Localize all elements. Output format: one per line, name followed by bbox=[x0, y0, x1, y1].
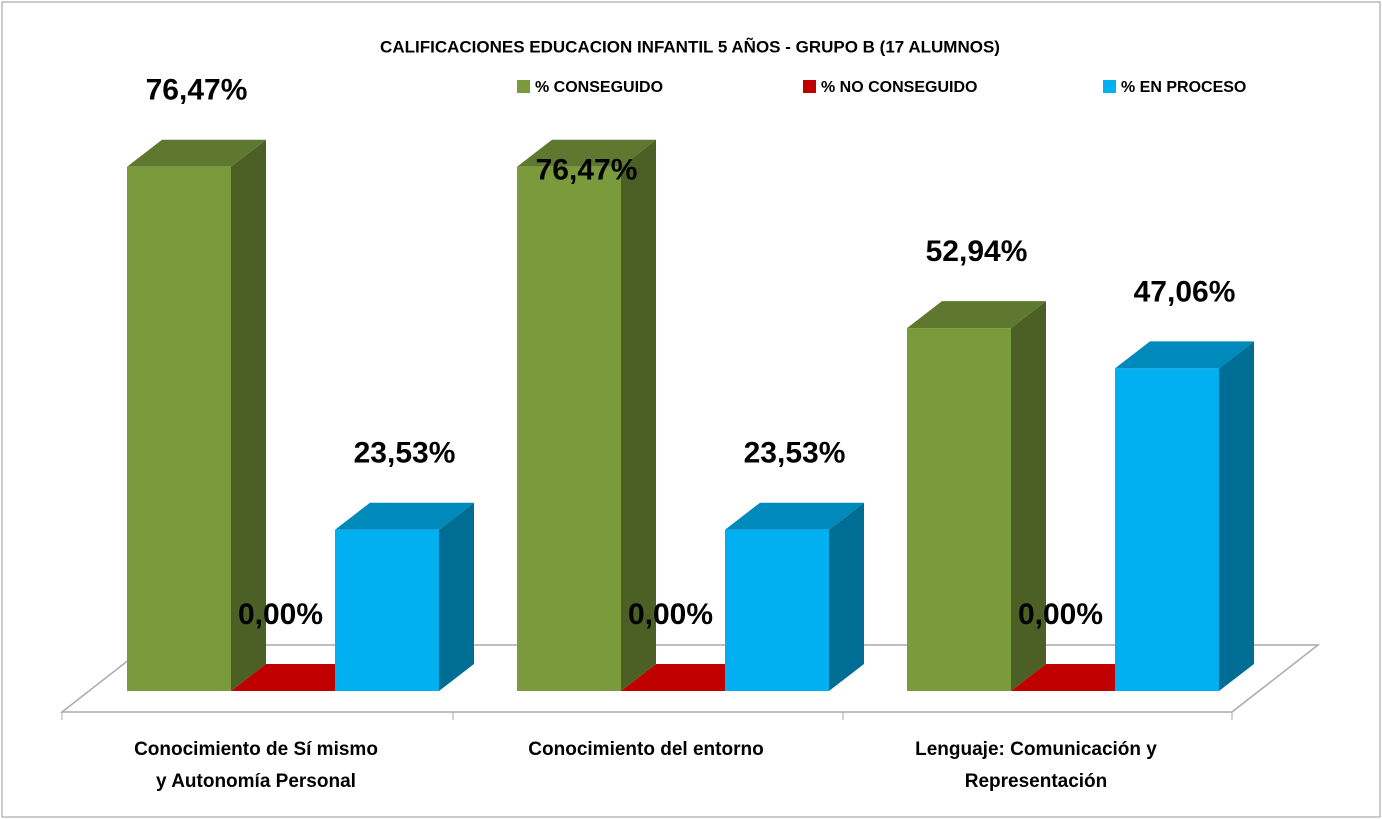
x-tick-label: Representación bbox=[965, 771, 1108, 792]
bar-front bbox=[1115, 368, 1219, 691]
legend-label: % EN PROCESO bbox=[1121, 79, 1246, 96]
data-label: 47,06% bbox=[1134, 275, 1236, 308]
data-label: 0,00% bbox=[628, 598, 713, 631]
bar bbox=[907, 301, 1046, 691]
bar bbox=[517, 139, 656, 691]
floor bbox=[59, 644, 1321, 713]
bar-front bbox=[127, 166, 231, 691]
bar bbox=[1115, 341, 1254, 691]
chart-title: CALIFICACIONES EDUCACION INFANTIL 5 AÑOS… bbox=[380, 36, 1000, 56]
bar-top bbox=[907, 301, 1046, 329]
data-label: 52,94% bbox=[926, 235, 1028, 268]
data-label: 23,53% bbox=[354, 437, 456, 470]
legend-swatch bbox=[1103, 80, 1116, 93]
x-tick-label: y Autonomía Personal bbox=[156, 771, 356, 792]
data-label: 23,53% bbox=[744, 437, 846, 470]
bar-front bbox=[907, 328, 1011, 691]
bar-front bbox=[335, 529, 439, 691]
legend-swatch bbox=[803, 80, 816, 93]
data-label: 0,00% bbox=[1018, 598, 1103, 631]
bar-side bbox=[621, 139, 656, 691]
x-tick-label: Conocimiento de Sí mismo bbox=[134, 739, 378, 760]
data-label: 76,47% bbox=[146, 74, 248, 107]
x-tick-label: Conocimiento del entorno bbox=[528, 739, 763, 760]
data-label: 76,47% bbox=[536, 154, 638, 187]
bar-top bbox=[127, 139, 266, 167]
x-tick-label: Lenguaje: Comunicación y bbox=[915, 739, 1157, 760]
bar-top bbox=[1115, 341, 1254, 369]
bar-top bbox=[725, 502, 864, 530]
bar bbox=[127, 139, 266, 691]
bar-side bbox=[829, 502, 864, 691]
bar-top bbox=[335, 502, 474, 530]
bar bbox=[335, 502, 474, 691]
bar-front bbox=[725, 529, 829, 691]
data-label: 0,00% bbox=[238, 598, 323, 631]
bar-side bbox=[1219, 341, 1254, 691]
legend-swatch bbox=[517, 80, 530, 93]
bar-side bbox=[1011, 301, 1046, 691]
bar-front bbox=[517, 166, 621, 691]
bar-side bbox=[231, 139, 266, 691]
bar bbox=[725, 502, 864, 691]
legend-label: % CONSEGUIDO bbox=[535, 79, 663, 96]
bar-side bbox=[439, 502, 474, 691]
legend-label: % NO CONSEGUIDO bbox=[821, 79, 977, 96]
bar-top bbox=[517, 139, 656, 167]
